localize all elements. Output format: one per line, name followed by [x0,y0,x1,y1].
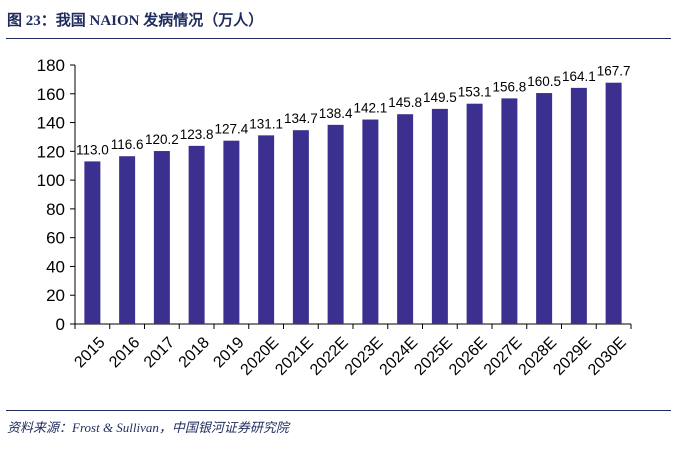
y-tick-label: 180 [37,56,65,75]
x-tick-label-2018: 2018 [176,334,213,371]
bar-2029E [570,87,587,325]
x-tick-label-2023E: 2023E [342,334,387,379]
bar-2022E [327,124,344,324]
title-divider [6,38,671,39]
bar-2026E [466,103,483,324]
x-tick-label-2020E: 2020E [238,334,283,379]
x-tick-label-2022E: 2022E [307,334,352,379]
bar-2025E [431,108,448,324]
data-label-2022E: 138.4 [319,106,353,121]
bar-2028E [536,93,553,324]
y-tick-label: 80 [46,200,65,219]
bar-2023E [362,119,379,324]
x-tick-label-2025E: 2025E [411,334,456,379]
data-label-2018: 123.8 [180,127,214,142]
data-label-2029E: 164.1 [562,69,596,84]
data-label-2026E: 153.1 [458,85,492,100]
data-label-2017: 120.2 [145,132,179,147]
y-tick-label: 0 [56,315,65,334]
x-tick-label-2021E: 2021E [272,334,317,379]
x-tick-label-2027E: 2027E [481,334,526,379]
bar-2018 [188,145,205,324]
data-label-2019: 127.4 [214,122,248,137]
data-label-2025E: 149.5 [423,90,457,105]
bar-2020E [258,135,275,324]
x-tick-label-2029E: 2029E [550,334,595,379]
x-tick-label-2016: 2016 [106,334,143,371]
data-label-2021E: 134.7 [284,111,318,126]
y-tick-label: 60 [46,229,65,248]
data-label-2030E: 167.7 [597,64,631,79]
bar-2015 [84,161,101,324]
figure-title: 图 23：我国 NAION 发病情况（万人） [7,13,264,29]
bar-2030E [605,82,622,324]
bar-2024E [397,114,414,325]
y-tick-label: 140 [37,114,65,133]
bar-2019 [223,140,240,324]
data-label-2016: 116.6 [111,137,144,152]
data-label-2027E: 156.8 [492,79,526,94]
data-label-2024E: 145.8 [388,95,422,110]
y-tick-label: 100 [37,171,65,190]
data-label-2028E: 160.5 [527,74,561,89]
x-tick-label-2026E: 2026E [446,334,491,379]
bar-2027E [501,98,518,324]
bar-2021E [292,130,309,324]
y-tick-label: 20 [46,286,65,305]
y-tick-label: 40 [46,257,65,276]
y-tick-label: 120 [37,142,65,161]
data-label-2023E: 142.1 [353,101,387,116]
data-label-2015: 113.0 [76,142,109,157]
x-tick-label-2024E: 2024E [377,334,422,379]
source-divider [6,410,671,411]
source-note: 资料来源：Frost & Sullivan，中国银河证券研究院 [7,420,289,435]
y-tick-label: 160 [37,85,65,104]
data-label-2020E: 131.1 [249,116,283,131]
x-tick-label-2017: 2017 [141,334,178,371]
x-tick-label-2015: 2015 [71,334,108,371]
x-tick-label-2030E: 2030E [585,334,630,379]
bar-2017 [153,151,170,324]
bar-2016 [119,156,136,324]
x-tick-label-2028E: 2028E [516,334,561,379]
